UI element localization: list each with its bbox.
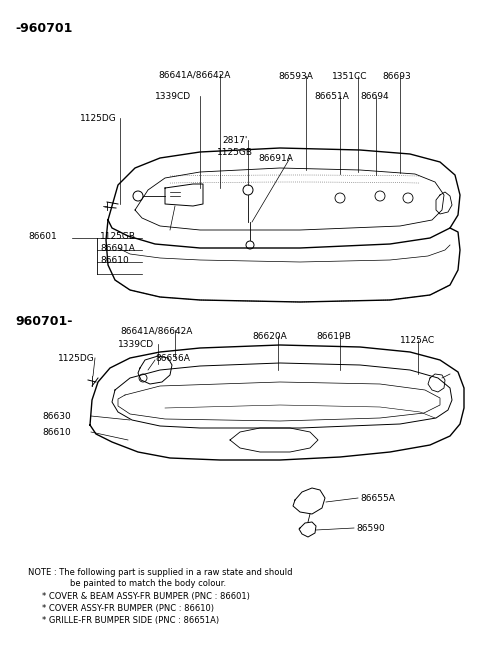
Text: 86620A: 86620A	[252, 332, 287, 341]
Text: * COVER ASSY-FR BUMPER (PNC : 86610): * COVER ASSY-FR BUMPER (PNC : 86610)	[42, 604, 214, 613]
Text: -960701: -960701	[15, 22, 72, 35]
Text: 86610: 86610	[42, 428, 71, 437]
Text: 86630: 86630	[42, 412, 71, 421]
Text: * GRILLE-FR BUMPER SIDE (PNC : 86651A): * GRILLE-FR BUMPER SIDE (PNC : 86651A)	[42, 616, 219, 625]
Text: 1339CD: 1339CD	[155, 92, 191, 101]
Text: be painted to match the body colour.: be painted to match the body colour.	[70, 579, 226, 588]
Text: 86651A: 86651A	[314, 92, 349, 101]
Text: 86656A: 86656A	[155, 354, 190, 363]
Text: 86590: 86590	[356, 524, 385, 533]
Text: 2817': 2817'	[222, 136, 247, 145]
Text: 86619B: 86619B	[316, 332, 351, 341]
Text: 1351CC: 1351CC	[332, 72, 368, 81]
Text: 86593A: 86593A	[278, 72, 313, 81]
Text: 86691A: 86691A	[258, 154, 293, 163]
Text: 1125AC: 1125AC	[400, 336, 435, 345]
Text: 1125GB: 1125GB	[100, 232, 136, 241]
Text: 1339CD: 1339CD	[118, 340, 154, 349]
Text: 86693: 86693	[382, 72, 411, 81]
Text: 86601: 86601	[28, 232, 57, 241]
Text: 960701-: 960701-	[15, 315, 72, 328]
Text: 1125DG: 1125DG	[58, 354, 95, 363]
Text: 86641A/86642A: 86641A/86642A	[120, 326, 192, 335]
Text: 86694: 86694	[360, 92, 389, 101]
Text: NOTE : The following part is supplied in a raw state and should: NOTE : The following part is supplied in…	[28, 568, 292, 577]
Text: * COVER & BEAM ASSY-FR BUMPER (PNC : 86601): * COVER & BEAM ASSY-FR BUMPER (PNC : 866…	[42, 592, 250, 601]
Text: 86641A/86642A: 86641A/86642A	[158, 70, 230, 79]
Text: 1125GB: 1125GB	[217, 148, 253, 157]
Text: 1125DG: 1125DG	[80, 114, 117, 123]
Text: 86610: 86610	[100, 256, 129, 265]
Text: 86691A: 86691A	[100, 244, 135, 253]
Text: 86655A: 86655A	[360, 494, 395, 503]
